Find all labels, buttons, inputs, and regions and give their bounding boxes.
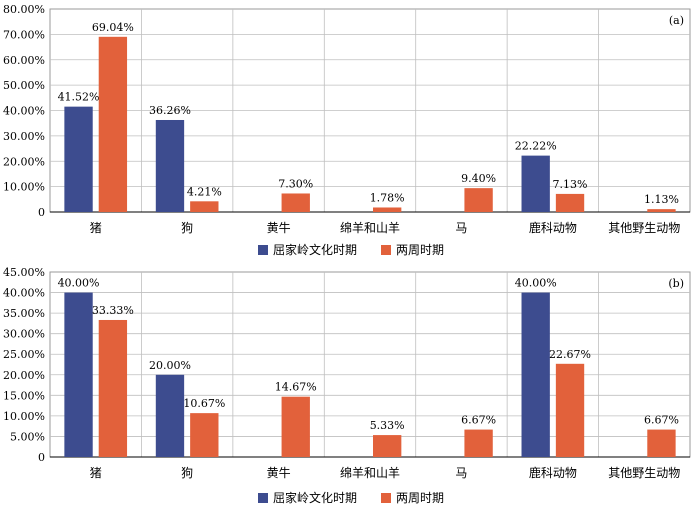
legend-label: 屈家岭文化时期: [273, 242, 357, 257]
y-tick-label: 0: [38, 451, 45, 464]
x-category-label: 其他野生动物: [608, 221, 680, 235]
bar-liangzhou-1: [190, 201, 219, 212]
legend: 屈家岭文化时期 两周时期: [258, 490, 444, 505]
bar-liangzhou-0: [98, 319, 128, 457]
data-label: 14.67%: [275, 381, 317, 394]
bar-liangzhou-6: [647, 209, 676, 212]
data-label: 7.30%: [278, 177, 313, 190]
y-tick-label: 40.00%: [3, 105, 45, 118]
y-tick-label: 0: [38, 206, 45, 219]
bar-qujialing-1: [155, 374, 185, 457]
x-category-label: 猪: [90, 466, 102, 480]
x-category-label: 鹿科动物: [529, 465, 577, 480]
bar-liangzhou-5: [555, 193, 585, 212]
panel-label: (a): [669, 14, 684, 27]
data-label: 7.13%: [553, 178, 588, 191]
data-label: 33.33%: [92, 304, 134, 317]
bar-qujialing-0: [64, 292, 93, 457]
x-category-label: 黄牛: [267, 465, 291, 480]
x-category-label: 狗: [181, 221, 193, 235]
x-category-label: 鹿科动物: [529, 220, 577, 235]
bar-qujialing-1: [155, 119, 185, 212]
data-label: 22.22%: [515, 140, 557, 153]
x-category-label: 绵羊和山羊: [340, 465, 400, 480]
legend-label: 两周时期: [396, 243, 444, 257]
chart-panel-b: 0 5.00% 10.00% 15.00% 20.00% 25.00% 30.00% 35.0…: [3, 266, 691, 505]
data-label: 1.78%: [370, 191, 405, 204]
x-category-label: 黄牛: [267, 220, 291, 235]
x-category-label: 狗: [181, 466, 193, 480]
legend-swatch: [258, 493, 268, 503]
legend-label: 屈家岭文化时期: [273, 490, 357, 505]
y-tick-label: 45.00%: [3, 266, 45, 279]
y-tick-label: 60.00%: [3, 54, 45, 67]
bar-qujialing-5: [521, 292, 550, 457]
y-tick-label: 80.00%: [3, 3, 45, 16]
data-label: 4.21%: [187, 185, 222, 198]
data-label: 5.33%: [370, 419, 405, 432]
bar-liangzhou-5: [555, 363, 585, 457]
bar-liangzhou-0: [98, 36, 128, 212]
bar-liangzhou-1: [190, 413, 219, 457]
data-label: 40.00%: [58, 277, 100, 290]
y-tick-label: 10.00%: [3, 181, 45, 194]
x-category-label: 绵羊和山羊: [340, 220, 400, 235]
x-category-label: 马: [455, 221, 467, 235]
bar-liangzhou-4: [464, 429, 493, 457]
data-label: 20.00%: [149, 359, 191, 372]
data-label: 36.26%: [149, 104, 191, 117]
data-label: 69.04%: [92, 21, 134, 34]
y-tick-label: 40.00%: [3, 287, 45, 300]
data-label: 40.00%: [515, 277, 557, 290]
legend-swatch: [381, 493, 391, 503]
bar-qujialing-0: [64, 106, 93, 212]
legend-swatch: [381, 245, 391, 255]
y-tick-label: 25.00%: [3, 348, 45, 361]
data-label: 1.13%: [644, 193, 679, 206]
y-tick-label: 10.00%: [3, 410, 45, 423]
y-tick-label: 20.00%: [3, 155, 45, 168]
bar-liangzhou-2: [281, 396, 310, 457]
x-category-label: 猪: [90, 221, 102, 235]
data-label: 9.40%: [461, 172, 496, 185]
y-tick-label: 35.00%: [3, 307, 45, 320]
y-tick-label: 20.00%: [3, 369, 45, 382]
y-tick-label: 5.00%: [10, 430, 45, 443]
bar-qujialing-5: [521, 155, 550, 212]
legend: 屈家岭文化时期 两周时期: [258, 242, 444, 257]
y-tick-label: 30.00%: [3, 130, 45, 143]
bar-liangzhou-3: [373, 207, 402, 212]
bar-liangzhou-6: [647, 429, 676, 457]
bar-liangzhou-3: [373, 435, 402, 457]
y-tick-label: 15.00%: [3, 389, 45, 402]
data-label: 6.67%: [644, 414, 679, 427]
y-tick-label: 30.00%: [3, 328, 45, 341]
y-tick-label: 50.00%: [3, 79, 45, 92]
data-label: 22.67%: [549, 348, 591, 361]
data-label: 6.67%: [461, 414, 496, 427]
legend-label: 两周时期: [396, 491, 444, 505]
legend-swatch: [258, 245, 268, 255]
data-label: 41.52%: [58, 91, 100, 104]
chart-panel-a: 0 10.00% 20.00% 30.00% 40.00% 50.00% 60.00% 70.…: [3, 3, 691, 257]
y-tick-label: 70.00%: [3, 28, 45, 41]
bar-liangzhou-4: [464, 188, 493, 212]
x-category-label: 马: [455, 466, 467, 480]
panel-label: (b): [668, 277, 684, 290]
x-category-label: 其他野生动物: [608, 466, 680, 480]
data-label: 10.67%: [183, 397, 225, 410]
bar-liangzhou-2: [281, 193, 310, 212]
